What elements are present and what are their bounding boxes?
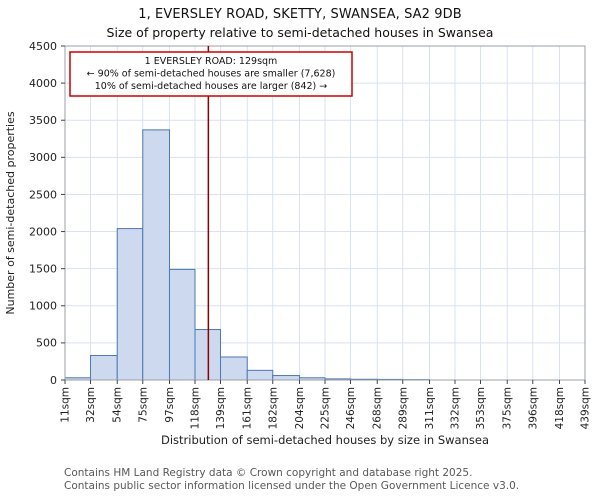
y-tick-label: 2500 [29, 188, 57, 201]
x-tick-label: 289sqm [397, 387, 409, 429]
x-axis-label: Distribution of semi-detached houses by … [161, 433, 489, 447]
annotation-box [69, 51, 353, 97]
y-tick-label: 4500 [29, 40, 57, 53]
x-tick-label: 353sqm [475, 387, 487, 429]
histogram-bar [90, 355, 118, 381]
attribution-line-2: Contains public sector information licen… [64, 480, 520, 493]
annotation-line: ← 90% of semi-detached houses are smalle… [87, 69, 336, 80]
x-tick-label: 161sqm [242, 387, 254, 429]
x-tick-label: 332sqm [450, 387, 462, 429]
x-tick-label: 11sqm [60, 387, 72, 423]
x-tick-label: 182sqm [267, 387, 279, 429]
y-tick-label: 4000 [29, 77, 57, 90]
y-tick-label: 0 [50, 374, 57, 387]
x-tick-label: 225sqm [320, 387, 332, 429]
x-tick-label: 268sqm [372, 387, 384, 429]
page-title: 1, EVERSLEY ROAD, SKETTY, SWANSEA, SA2 9… [138, 7, 462, 22]
x-tick-label: 139sqm [215, 387, 227, 429]
x-tick-label: 54sqm [112, 387, 124, 423]
x-tick-label: 418sqm [554, 387, 566, 429]
chart-canvas: 0 500 1000 1500 2000 2500 3000 3500 4000 4500 11sq… [4, 40, 592, 447]
page-subtitle: Size of property relative to semi-detach… [106, 25, 494, 40]
x-tick-label: 439sqm [580, 387, 592, 429]
x-tick-label: 375sqm [502, 387, 514, 429]
histogram-bar [168, 268, 196, 381]
histogram-bar [272, 375, 300, 381]
y-tick-label: 3500 [29, 114, 57, 127]
attribution-line-1: Contains HM Land Registry data © Crown c… [64, 466, 473, 479]
x-tick-label: 311sqm [424, 387, 436, 429]
y-axis-label: Number of semi-detached properties [4, 111, 17, 314]
y-tick-label: 2000 [29, 225, 57, 238]
x-tick-label: 118sqm [190, 387, 202, 429]
annotation-line: 1 EVERSLEY ROAD: 129sqm [145, 56, 278, 67]
y-tick-label: 1500 [29, 263, 57, 276]
annotation-line: 10% of semi-detached houses are larger (… [95, 81, 328, 92]
histogram-bar [142, 129, 170, 381]
x-tick-label: 75sqm [137, 387, 149, 423]
attribution-footer: Contains HM Land Registry data © Crown c… [64, 467, 519, 494]
x-tick-label: 396sqm [527, 387, 539, 429]
x-tick-label: 97sqm [164, 387, 176, 423]
y-tick-label: 1000 [29, 300, 57, 313]
x-tick-label: 204sqm [294, 387, 306, 429]
x-tick-label: 32sqm [85, 387, 97, 423]
y-tick-label: 500 [36, 337, 57, 350]
x-tick-label: 246sqm [345, 387, 357, 429]
y-tick-label: 3000 [29, 151, 57, 164]
histogram-bar [220, 356, 248, 381]
histogram-bar [246, 369, 274, 381]
histogram-bar [116, 228, 144, 381]
